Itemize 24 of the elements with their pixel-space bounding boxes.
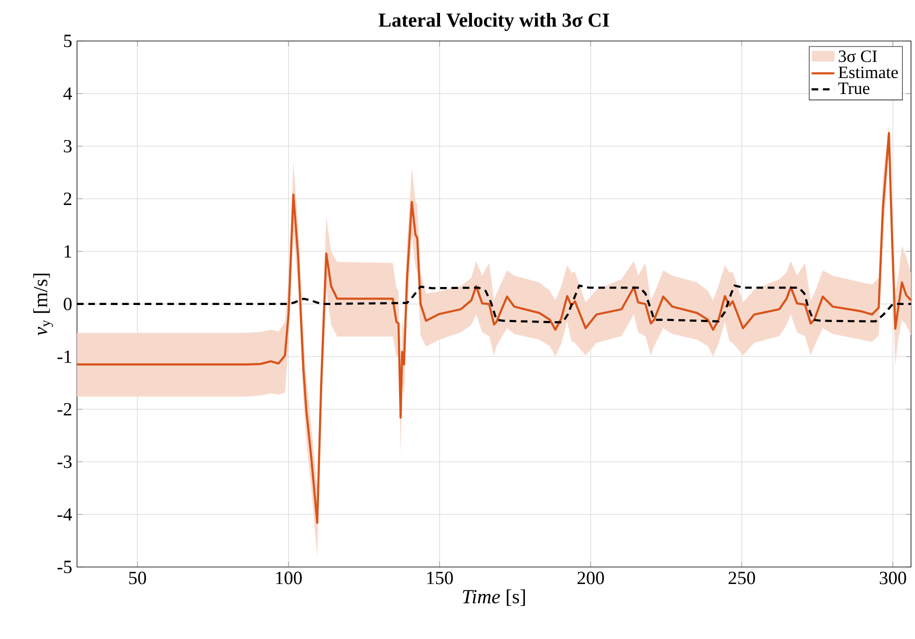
y-tick-label: 3 (64, 140, 72, 152)
y-tick-label: 2 (64, 192, 72, 205)
y-tick-label: -4 (58, 508, 72, 521)
legend-label: True (838, 82, 870, 94)
y-tick-label: 1 (64, 245, 72, 258)
x-tick-label: 250 (728, 572, 756, 584)
x-tick-label: 300 (880, 572, 906, 584)
y-tick-label: 5 (64, 34, 72, 48)
y-tick-label: -3 (58, 456, 72, 468)
y-tick-label: 0 (64, 298, 72, 310)
chart-title: Lateral Velocity with 3σ CI (378, 12, 610, 31)
legend-label: Estimate (838, 66, 898, 78)
y-tick-label: -5 (58, 560, 72, 574)
y-tick-label: -1 (58, 350, 72, 363)
x-tick-label: 100 (276, 572, 302, 584)
x-axis-title: Time [s] (462, 589, 525, 606)
y-tick-label: -2 (58, 403, 72, 416)
y-tick-label: 4 (63, 87, 72, 100)
annotation: 3σ CI (838, 50, 877, 62)
x-tick-label: 200 (578, 572, 604, 584)
x-tick-label: 50 (129, 572, 146, 584)
y-axis-title: v$_{y}$ [m/s] (33, 274, 53, 336)
x-tick-label: 150 (427, 572, 453, 584)
line-series (77, 284, 912, 324)
